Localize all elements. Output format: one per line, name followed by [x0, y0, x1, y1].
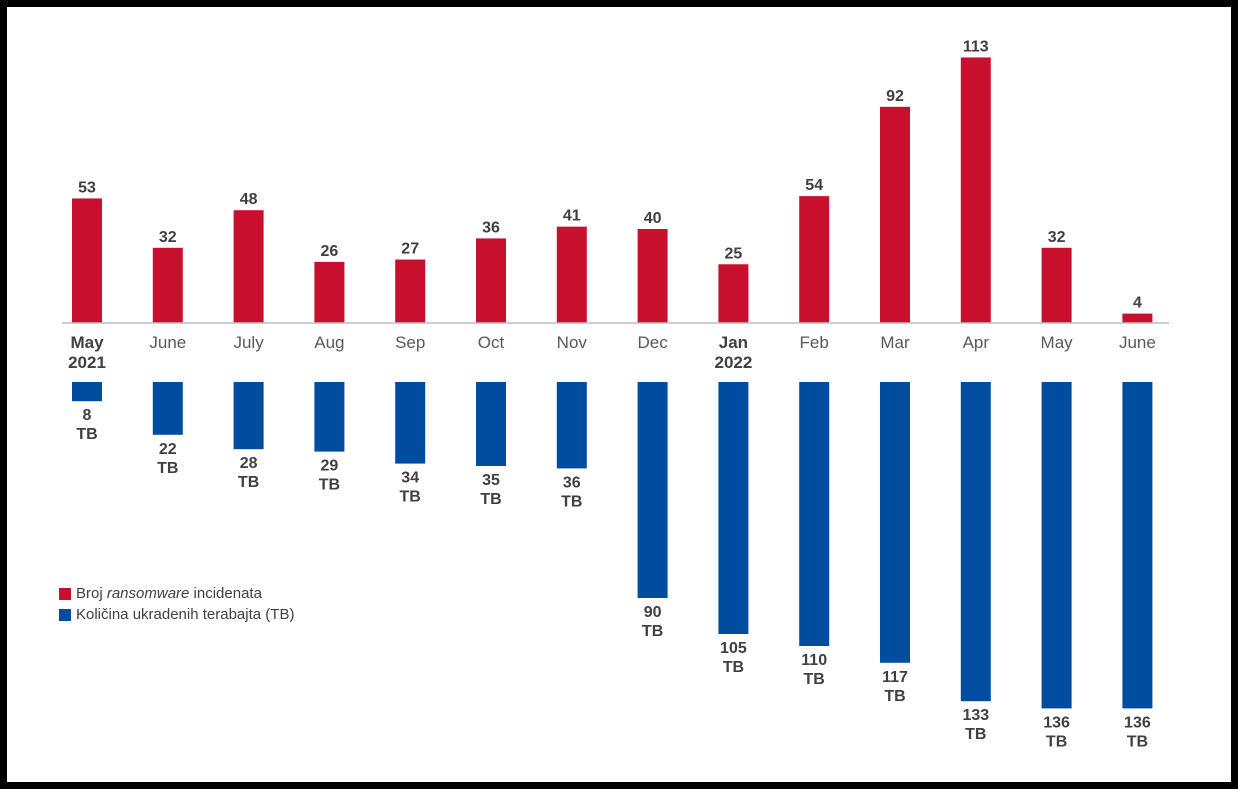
terabyte-bar-2 — [233, 382, 264, 450]
terabyte-unit-label-5: TB — [480, 491, 501, 508]
legend-item-incidents: Broj ransomware incidenata — [59, 583, 294, 604]
terabyte-bar-3 — [314, 382, 345, 452]
terabyte-value-label-13: 136 — [1124, 714, 1151, 731]
legend-swatch-terabytes — [59, 608, 71, 621]
incident-value-label-1: 32 — [159, 229, 177, 246]
terabyte-unit-label-9: TB — [804, 671, 825, 688]
incident-bar-1 — [152, 247, 183, 323]
terabyte-unit-label-3: TB — [319, 477, 340, 494]
terabyte-bar-7 — [637, 382, 668, 598]
legend-item-terabytes: Količina ukradenih terabajta (TB) — [59, 604, 294, 625]
terabyte-unit-label-13: TB — [1127, 733, 1148, 750]
incident-bar-11 — [960, 57, 991, 323]
x-tick-month-12: May — [1041, 333, 1074, 352]
bar-chart: 53 32 48 26 27 36 41 40 25 54 92 113 32 4 8 TB 22 TB 28 TB… — [62, 38, 1169, 750]
x-tick-month-4: Sep — [395, 333, 425, 352]
x-tick-month-3: Aug — [314, 333, 344, 352]
incident-value-label-4: 27 — [401, 241, 419, 258]
terabyte-value-label-3: 29 — [321, 458, 339, 475]
x-tick-year-8: 2022 — [714, 353, 752, 372]
incident-bar-0 — [72, 198, 102, 323]
incident-value-label-6: 41 — [563, 208, 581, 225]
incident-value-label-5: 36 — [482, 219, 500, 236]
incident-bar-9 — [799, 196, 830, 323]
terabyte-bar-5 — [476, 382, 506, 466]
terabyte-value-label-0: 8 — [83, 407, 92, 424]
terabyte-value-label-5: 35 — [482, 472, 500, 489]
terabyte-value-label-11: 133 — [962, 707, 989, 724]
x-tick-month-8: Jan — [719, 333, 748, 352]
x-tick-month-5: Oct — [478, 333, 505, 352]
x-tick-year-0: 2021 — [68, 353, 106, 372]
incident-bar-13 — [1122, 313, 1153, 323]
terabyte-value-label-12: 136 — [1043, 714, 1070, 731]
terabyte-unit-label-12: TB — [1046, 733, 1067, 750]
terabyte-bar-1 — [152, 382, 183, 435]
terabyte-unit-label-8: TB — [723, 659, 744, 676]
terabyte-unit-label-10: TB — [884, 688, 905, 705]
terabyte-bar-6 — [556, 382, 587, 469]
terabyte-value-label-7: 90 — [644, 604, 662, 621]
x-tick-month-0: May — [70, 333, 104, 352]
terabyte-value-label-2: 28 — [240, 455, 258, 472]
incident-value-label-11: 113 — [963, 38, 989, 55]
incident-bar-10 — [880, 106, 910, 323]
terabyte-bar-9 — [799, 382, 830, 646]
x-tick-month-10: Mar — [880, 333, 910, 352]
terabyte-value-label-9: 110 — [801, 652, 827, 669]
terabyte-unit-label-2: TB — [238, 474, 259, 491]
terabyte-unit-label-4: TB — [400, 489, 421, 506]
tb-bars-group: 8 TB 22 TB 28 TB 29 TB 34 TB 35 TB 36 TB 90 TB 105 TB 110 T… — [72, 382, 1153, 750]
incident-value-label-10: 92 — [886, 88, 904, 105]
terabyte-unit-label-7: TB — [642, 623, 663, 640]
incident-value-label-3: 26 — [321, 243, 339, 260]
terabyte-value-label-1: 22 — [159, 441, 177, 458]
x-tick-month-9: Feb — [800, 333, 829, 352]
incident-value-label-12: 32 — [1048, 229, 1066, 246]
incident-bar-6 — [556, 226, 587, 323]
terabyte-value-label-4: 34 — [401, 470, 419, 487]
legend-label-terabytes: Količina ukradenih terabajta (TB) — [76, 606, 295, 623]
terabyte-bar-10 — [880, 382, 910, 663]
legend-swatch-incidents — [59, 587, 71, 600]
incident-value-label-9: 54 — [805, 177, 823, 194]
terabyte-bar-11 — [960, 382, 991, 702]
terabyte-value-label-6: 36 — [563, 474, 581, 491]
x-tick-month-7: Dec — [637, 333, 668, 352]
x-tick-month-2: July — [233, 333, 264, 352]
incident-bar-8 — [718, 264, 749, 323]
incident-bar-7 — [637, 229, 668, 323]
incident-value-label-13: 4 — [1133, 295, 1142, 312]
incident-bar-12 — [1041, 247, 1072, 323]
terabyte-bar-0 — [72, 382, 102, 402]
incident-value-label-7: 40 — [644, 210, 662, 227]
x-tick-month-1: June — [149, 333, 186, 352]
x-tick-month-13: June — [1119, 333, 1156, 352]
terabyte-unit-label-0: TB — [76, 426, 97, 443]
incident-value-label-2: 48 — [240, 191, 258, 208]
incident-bar-3 — [314, 261, 345, 323]
terabyte-bar-4 — [395, 382, 426, 464]
incident-value-label-0: 53 — [78, 179, 96, 196]
incident-bars-group: 53 32 48 26 27 36 41 40 25 54 92 113 32 4 — [72, 38, 1153, 323]
terabyte-value-label-8: 105 — [720, 640, 747, 657]
terabyte-unit-label-11: TB — [965, 726, 986, 743]
terabyte-value-label-10: 117 — [882, 669, 908, 686]
incident-value-label-8: 25 — [725, 245, 743, 262]
x-tick-month-6: Nov — [557, 333, 588, 352]
terabyte-unit-label-1: TB — [157, 460, 178, 477]
x-tick-month-11: Apr — [963, 333, 990, 352]
incident-bar-2 — [233, 210, 264, 323]
legend: Broj ransomware incidenata Količina ukra… — [59, 583, 294, 625]
terabyte-bar-12 — [1041, 382, 1072, 709]
terabyte-bar-13 — [1122, 382, 1153, 709]
terabyte-unit-label-6: TB — [561, 493, 582, 510]
incident-bar-4 — [395, 259, 426, 323]
incident-bar-5 — [476, 238, 506, 323]
terabyte-bar-8 — [718, 382, 749, 634]
legend-label-incidents: Broj ransomware incidenata — [76, 585, 262, 602]
